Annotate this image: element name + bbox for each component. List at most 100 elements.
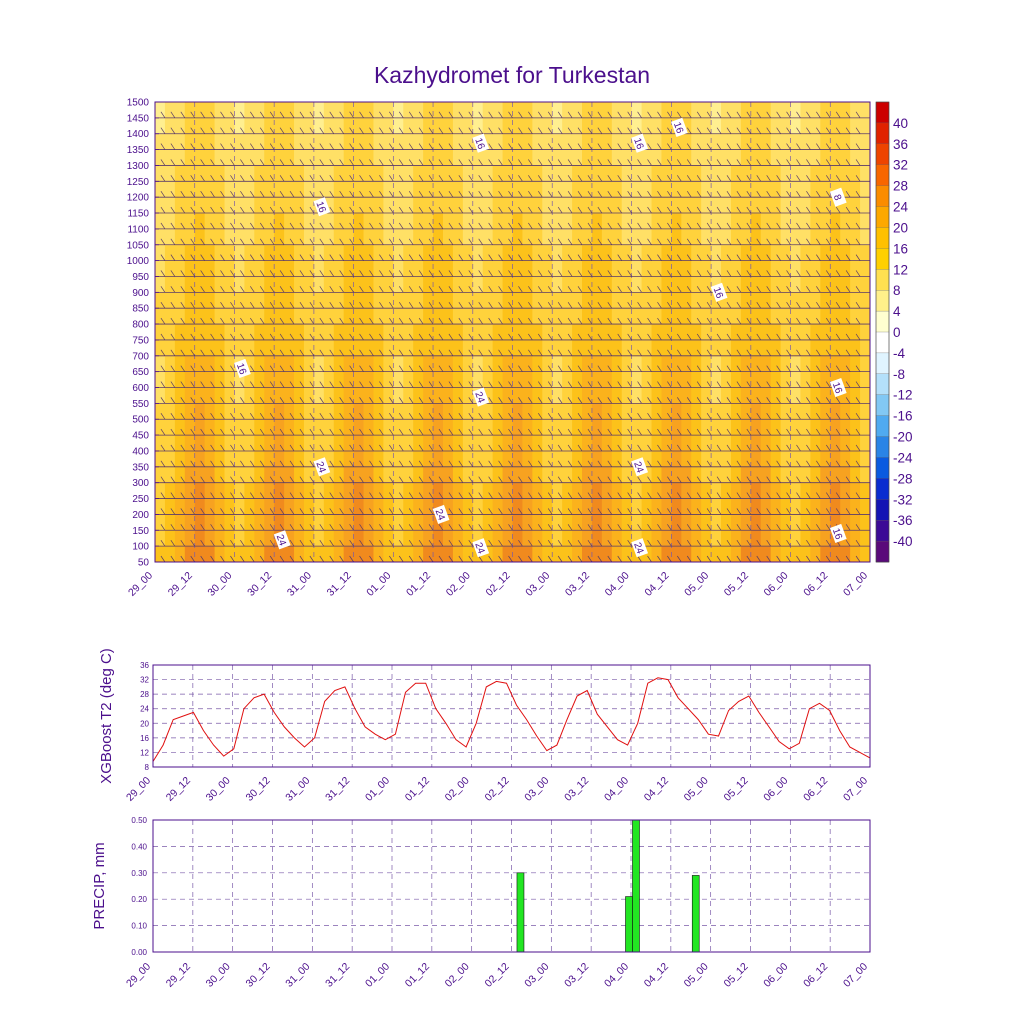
temperature-cell [562,165,573,182]
wind-barb [379,524,384,531]
wind-barb [240,524,245,531]
wind-barb [716,222,722,230]
temperature-cell [452,324,464,341]
temperature-cell [730,228,742,246]
temperature-cell [512,292,523,309]
temperature-cell [482,276,494,293]
temperature-cell [621,244,633,262]
temperature-cell [363,213,374,230]
temperature-cell [323,260,335,277]
wind-barb [686,254,692,261]
temperature-cell [244,308,255,325]
temperature-cell [323,435,335,452]
wind-barb [369,333,374,341]
wind-barb [329,286,335,293]
wind-barb [498,238,503,245]
temperature-cell [850,355,861,373]
wind-barb [398,206,404,214]
wind-barb [458,127,464,134]
temperature-cell [840,165,851,182]
wind-barb [577,413,583,420]
wind-barb [309,143,315,150]
wind-barb [398,254,404,261]
wind-barb [528,286,533,293]
temperature-cell [284,339,295,357]
wind-barb [597,302,603,309]
temperature-cell [641,450,653,468]
temperature-cell [830,371,841,389]
temperature-cell [393,387,404,404]
wind-barb [835,175,841,182]
wind-barb [408,175,414,182]
wind-barb [498,190,503,198]
temperature-cell [194,387,206,404]
temperature-cell [552,546,563,563]
wind-barb [359,460,364,468]
wind-barb [210,365,215,372]
contour-label-text: 16 [830,381,844,396]
temperature-cell [552,244,563,262]
temperature-cell [641,133,653,151]
temperature-cell [452,102,464,119]
wind-barb [597,428,603,436]
wind-barb [329,317,335,325]
wind-barb [359,286,364,293]
wind-barb [617,460,623,468]
temperature-cell [423,387,434,404]
temperature-cell [214,292,226,309]
wind-barb [756,444,762,452]
temperature-cell [651,546,662,563]
wind-barb [766,524,771,531]
temperature-cell [442,514,454,531]
wind-barb [230,286,235,293]
temperature-cell [214,387,226,404]
wind-barb [289,111,295,119]
wind-barb [657,365,662,372]
temperature-cell [790,181,801,198]
temperature-cell [234,308,245,325]
wind-barb [259,286,265,293]
temperature-cell [730,102,742,119]
temperature-cell [562,149,573,166]
temperature-cell [452,292,464,309]
precip-x-tick-label: 01_12 [403,961,432,990]
wind-barb [279,190,285,198]
wind-barb [816,286,821,293]
temperature-cell [582,102,593,119]
temperature-cell [194,450,206,468]
wind-barb [756,397,762,404]
temperature-cell [323,466,335,484]
wind-barb [359,302,364,309]
temperature-cell [522,546,533,563]
temperature-cell [572,149,583,166]
wind-barb [677,555,682,563]
wind-barb [796,508,801,515]
wind-barb [597,333,603,341]
wind-barb [696,302,702,309]
temperature-cell [512,149,523,166]
wind-barb [398,270,404,277]
wind-barb [756,159,762,166]
temperature-cell [840,213,851,230]
line-y-tick-label: 20 [140,719,149,728]
wind-barb [825,476,831,483]
temperature-cell [423,165,434,182]
temperature-cell [174,117,186,135]
wind-barb [448,159,454,166]
temperature-cell [800,149,811,166]
wind-barb [468,286,474,293]
temperature-cell [214,228,226,246]
temperature-cell [413,498,424,515]
temperature-cell [691,371,702,389]
wind-barb [845,190,851,198]
wind-barb [269,238,275,245]
wind-barb [756,428,762,436]
temperature-cell [790,228,801,246]
wind-barb [210,254,215,261]
wind-barb [816,428,821,436]
wind-barb [458,397,464,404]
temperature-cell [155,308,166,325]
temperature-cell [740,244,752,262]
temperature-cell [184,149,196,166]
wind-barb [428,460,434,468]
